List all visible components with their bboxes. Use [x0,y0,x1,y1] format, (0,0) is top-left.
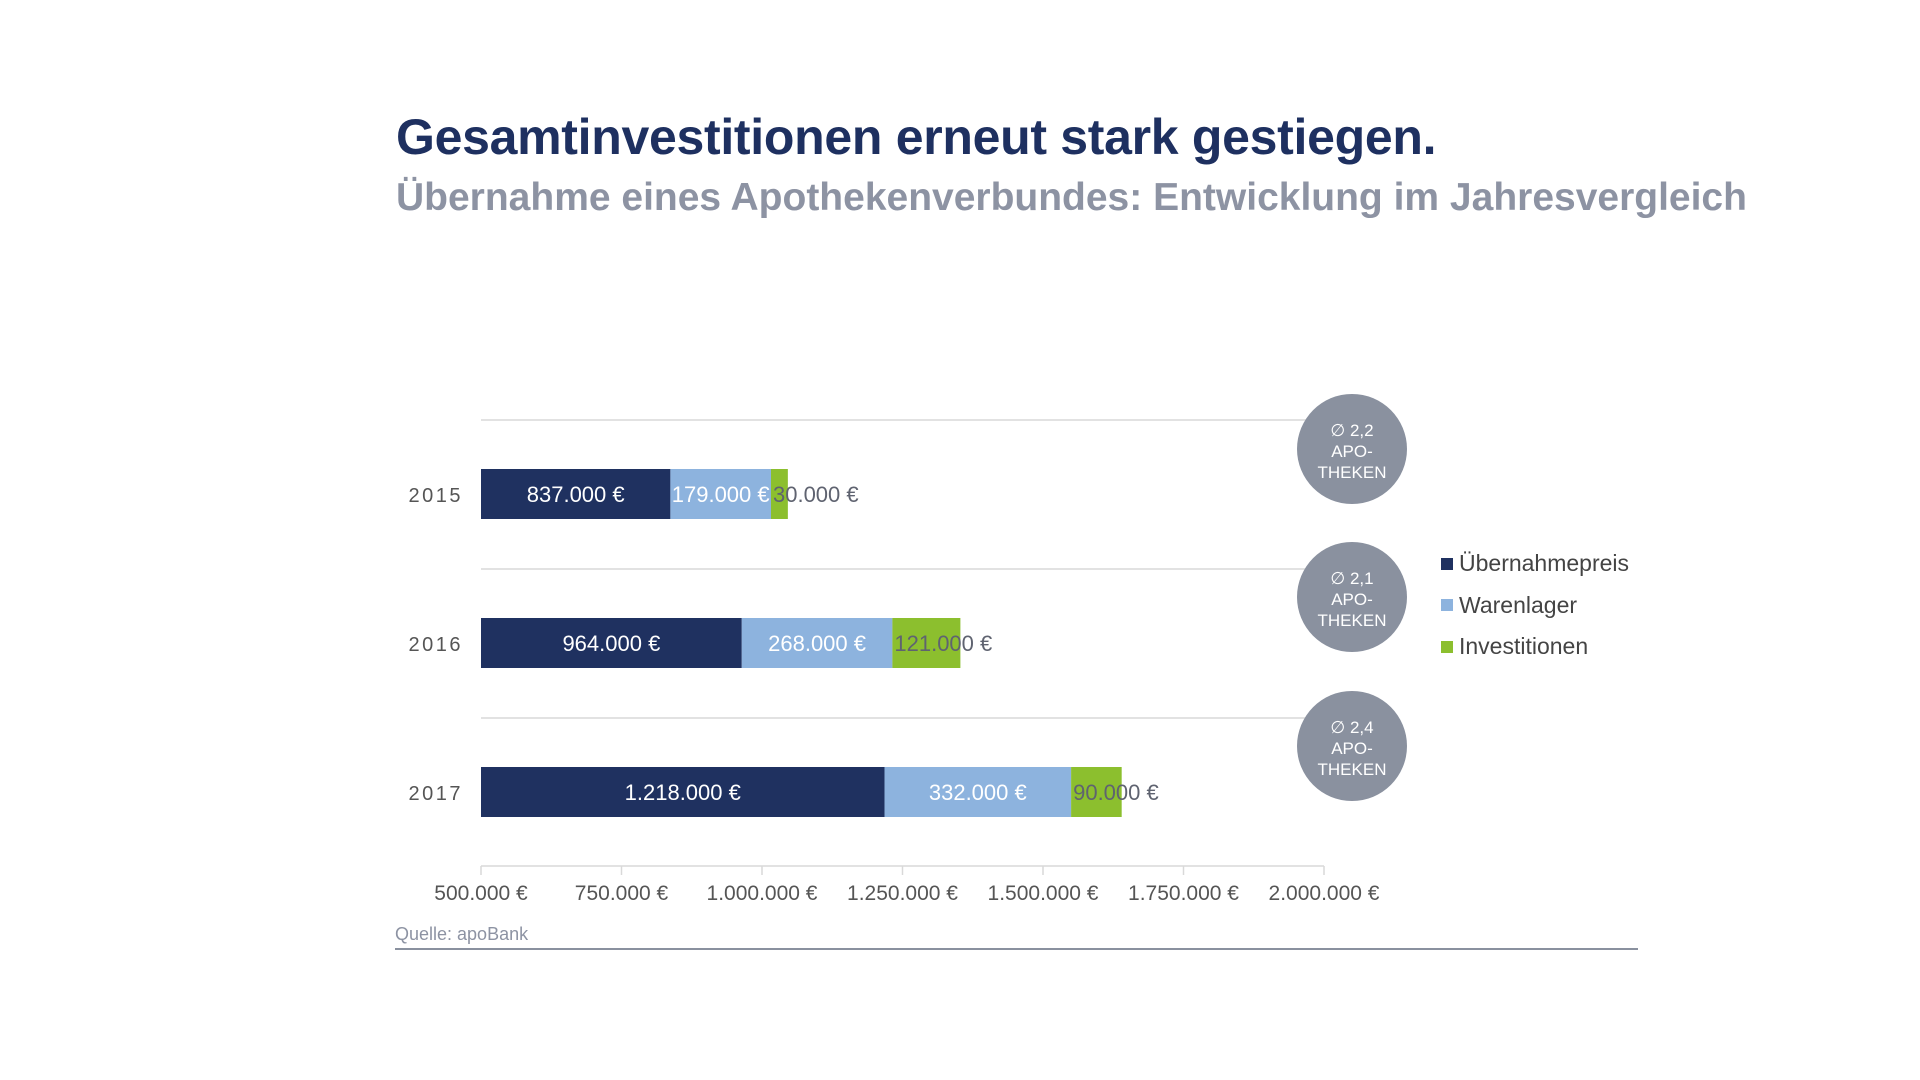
chart-subtitle: Übernahme eines Apothekenverbundes: Entw… [396,176,1747,219]
pharmacy-count-badge-text: ∅ 2,2 [1330,421,1373,440]
data-label: 268.000 € [768,631,866,656]
legend-label: Investitionen [1459,633,1589,660]
pharmacy-count-badge-text: ∅ 2,1 [1330,569,1373,588]
bar-segment-uebernahmepreis [481,618,742,668]
x-tick-label: 750.000 € [575,882,669,905]
data-label: 179.000 € [672,482,770,507]
pharmacy-count-badge-text: APO- [1331,442,1373,461]
bar-segment-warenlager [741,618,893,668]
legend-swatch-investitionen [1441,640,1453,653]
category-label: 2016 [409,634,464,656]
data-label: 121.000 € [894,631,992,656]
bar-segment-warenlager [884,767,1072,817]
bar-segment-uebernahmepreis [481,767,885,817]
data-label: 30.000 € [773,482,859,507]
pharmacy-count-badge [1297,542,1407,652]
pharmacy-count-badge-text: APO- [1331,590,1373,609]
legend-label: Warenlager [1459,591,1578,618]
category-label: 2017 [409,783,464,805]
data-label: 837.000 € [527,482,625,507]
pharmacy-count-badge-text: THEKEN [1318,611,1387,630]
data-label: 332.000 € [929,780,1027,805]
x-tick-label: 1.000.000 € [707,882,818,905]
pharmacy-count-badge-text: THEKEN [1318,463,1387,482]
x-tick-label: 1.250.000 € [847,882,958,905]
legend-item-uebernahmepreis: Übernahmepreis [1441,543,1629,585]
bar-segment-investitionen [1071,767,1122,817]
bar-segment-investitionen [770,469,788,519]
pharmacy-count-badge [1297,394,1407,504]
footer-divider [395,948,1638,950]
x-tick-label: 1.750.000 € [1128,882,1239,905]
data-label: 1.218.000 € [625,780,741,805]
data-label: 90.000 € [1073,780,1159,805]
chart-legend: Übernahmepreis Warenlager Investitionen [1441,543,1629,668]
pharmacy-count-badge-text: THEKEN [1318,760,1387,779]
pharmacy-count-badge-text: ∅ 2,4 [1330,718,1373,737]
source-note: Quelle: apoBank [395,924,529,944]
x-tick-label: 1.500.000 € [988,882,1099,905]
bar-segment-uebernahmepreis [481,469,671,519]
x-tick-label: 500.000 € [434,882,528,905]
data-label: 964.000 € [562,631,660,656]
legend-item-investitionen: Investitionen [1441,626,1629,668]
x-tick-label: 2.000.000 € [1269,882,1380,905]
legend-item-warenlager: Warenlager [1441,585,1629,627]
legend-swatch-warenlager [1441,599,1453,612]
pharmacy-count-badge [1297,691,1407,801]
legend-swatch-uebernahmepreis [1441,557,1453,570]
category-label: 2015 [409,485,464,507]
chart-title: Gesamtinvestitionen erneut stark gestieg… [396,109,1437,165]
bar-segment-investitionen [892,618,961,668]
pharmacy-count-badge-text: APO- [1331,739,1373,758]
legend-label: Übernahmepreis [1459,550,1630,577]
bar-segment-warenlager [670,469,771,519]
